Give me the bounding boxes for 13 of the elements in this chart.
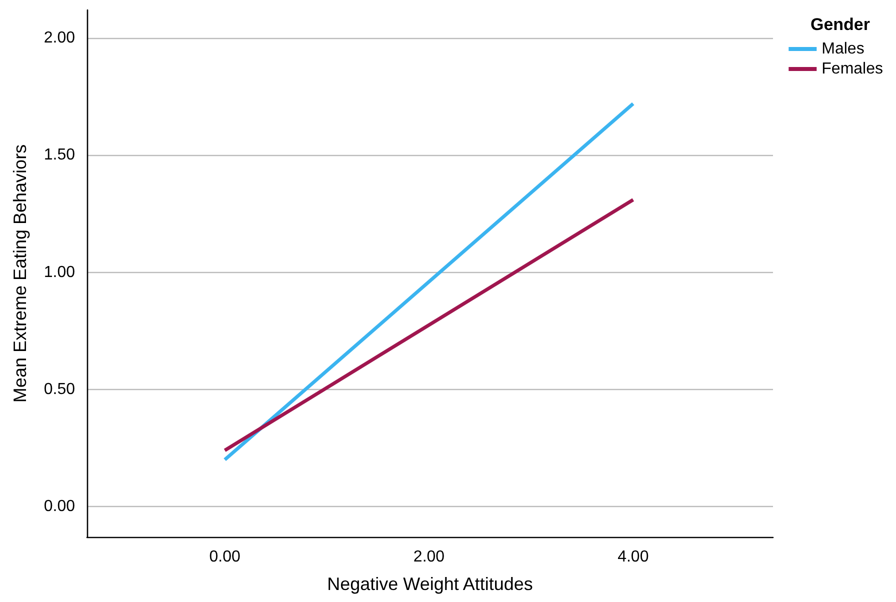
y-axis-title: Mean Extreme Eating Behaviors [10, 144, 30, 403]
y-tick-label: 0.00 [44, 498, 76, 516]
x-tick-label: 0.00 [209, 548, 240, 566]
legend-label: Males [822, 40, 864, 58]
y-tick-label: 1.50 [44, 146, 76, 164]
y-tick-label: 2.00 [44, 30, 76, 47]
x-tick-label: 4.00 [618, 548, 649, 566]
y-tick-label: 1.00 [44, 264, 76, 281]
legend-label: Females [822, 60, 884, 78]
x-axis-title: Negative Weight Attitudes [327, 574, 533, 594]
x-tick-label: 2.00 [413, 548, 445, 566]
legend-title: Gender [810, 15, 870, 34]
y-tick-label: 0.50 [44, 380, 76, 398]
